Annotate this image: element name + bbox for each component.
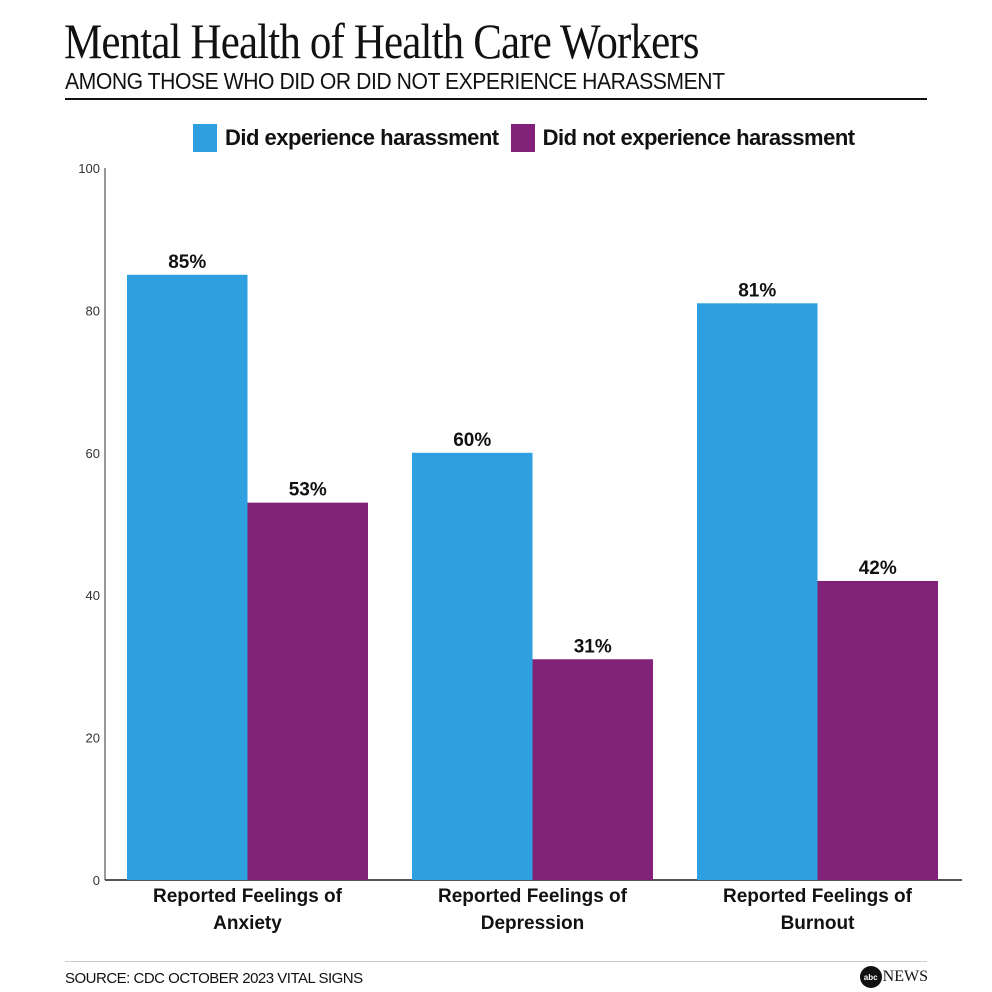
data-label: 85% [168, 252, 206, 273]
source-note: SOURCE: CDC OCTOBER 2023 VITAL SIGNS [65, 970, 363, 987]
y-tick-label: 60 [86, 446, 100, 461]
data-label: 81% [738, 280, 776, 301]
y-tick-label: 20 [86, 731, 100, 746]
y-tick-label: 100 [78, 161, 100, 176]
title-divider [65, 98, 927, 100]
data-label: 53% [289, 480, 327, 501]
x-tick-label: Burnout [781, 913, 856, 934]
x-tick-label: Reported Feelings of [438, 886, 628, 907]
abc-news-logo: abc NEWS [859, 966, 928, 988]
bar-not-experienced [817, 580, 938, 880]
legend: Did experience harassment Did not experi… [193, 124, 867, 152]
x-tick-label: Reported Feelings of [153, 886, 343, 907]
bar-experienced [412, 452, 533, 880]
bar-not-experienced [532, 659, 653, 880]
y-tick-label: 80 [86, 303, 100, 318]
legend-label-experienced: Did experience harassment [225, 125, 499, 150]
news-logo-text: NEWS [882, 968, 928, 985]
y-tick-label: 0 [93, 873, 100, 888]
bar-experienced [697, 303, 818, 880]
bar-not-experienced [247, 502, 368, 880]
legend-swatch-experienced [193, 124, 217, 152]
abc-logo-mark: abc [859, 966, 882, 988]
footer-divider [65, 961, 927, 962]
data-label: 31% [574, 636, 612, 657]
x-tick-label: Anxiety [213, 913, 282, 934]
bar-experienced [127, 274, 248, 880]
legend-label-not-experienced: Did not experience harassment [542, 125, 855, 150]
chart-subtitle: AMONG THOSE WHO DID OR DID NOT EXPERIENC… [65, 68, 725, 94]
y-tick-label: 40 [86, 588, 100, 603]
x-tick-label: Reported Feelings of [723, 886, 913, 907]
chart-title: Mental Health of Health Care Workers [64, 13, 699, 69]
data-label: 60% [453, 430, 491, 451]
x-tick-label: Depression [481, 913, 584, 934]
legend-swatch-not-experienced [510, 124, 535, 152]
data-label: 42% [859, 558, 897, 579]
